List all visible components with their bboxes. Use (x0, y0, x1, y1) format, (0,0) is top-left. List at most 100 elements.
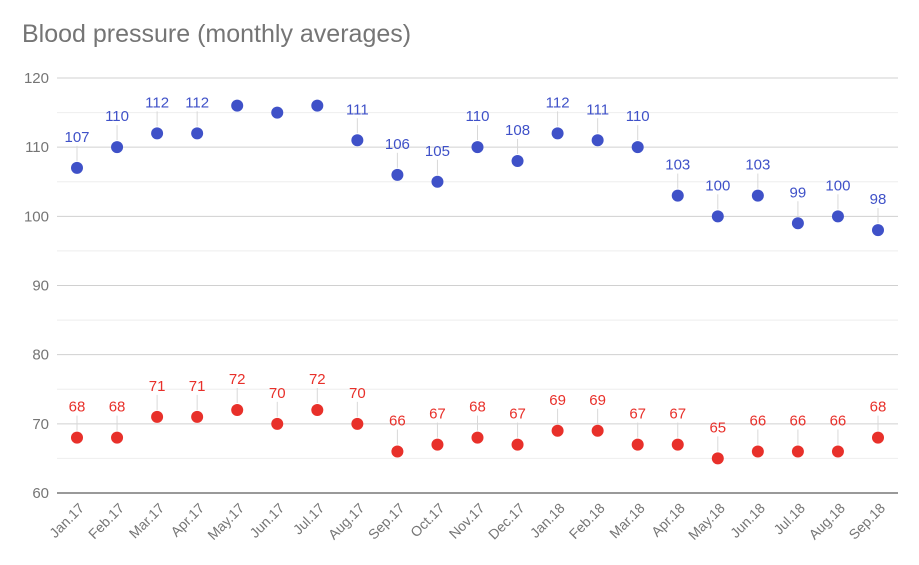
data-point (311, 99, 324, 112)
data-point (471, 141, 484, 154)
data-point (751, 445, 764, 458)
x-tick-label: Jul.18 (770, 500, 808, 538)
data-point (351, 134, 364, 147)
x-tick-label: Apr.18 (648, 500, 688, 540)
data-point (111, 431, 124, 444)
data-label: 67 (509, 406, 526, 423)
data-label: 67 (669, 406, 686, 423)
data-point (831, 445, 844, 458)
x-tick-label: Jan.17 (46, 500, 87, 541)
data-point (831, 210, 844, 223)
data-point (311, 404, 324, 416)
data-label: 68 (69, 399, 86, 416)
data-label: 68 (109, 399, 126, 416)
data-point (471, 431, 484, 444)
data-label: 66 (750, 413, 767, 430)
chart-title: Blood pressure (monthly averages) (22, 20, 412, 48)
data-label: 72 (309, 371, 326, 388)
data-label: 110 (466, 108, 490, 125)
data-point (71, 431, 83, 444)
data-label: 66 (389, 413, 406, 430)
data-label: 69 (589, 392, 606, 409)
data-label: 112 (145, 94, 169, 111)
data-label: 110 (626, 108, 650, 125)
x-tick-label: Nov.17 (446, 500, 488, 542)
data-point (271, 106, 284, 119)
y-tick-label: 110 (25, 139, 49, 156)
data-point (551, 424, 564, 437)
data-label: 68 (469, 399, 486, 416)
x-tick-label: Aug.18 (805, 500, 848, 543)
x-tick-label: Feb.17 (85, 500, 127, 542)
data-point (591, 134, 604, 147)
data-point (791, 217, 804, 230)
y-tick-label: 70 (32, 416, 49, 433)
data-point (71, 161, 83, 174)
data-label: 68 (870, 399, 887, 416)
data-point (711, 452, 724, 465)
x-tick-label: Dec.17 (485, 500, 528, 543)
data-label: 71 (149, 378, 166, 395)
data-label: 112 (546, 94, 570, 111)
data-point (151, 127, 164, 140)
data-point (431, 438, 444, 451)
data-point (631, 438, 644, 451)
data-label: 72 (229, 371, 246, 388)
data-label: 67 (429, 406, 446, 423)
data-label: 71 (189, 378, 206, 395)
data-label: 66 (830, 413, 847, 430)
x-tick-label: Mar.18 (606, 500, 648, 542)
data-label: 107 (64, 129, 89, 146)
data-point (191, 127, 204, 140)
data-label: 99 (790, 184, 807, 201)
data-point (151, 410, 164, 423)
x-tick-label: May.17 (204, 500, 247, 543)
x-tick-label: Sep.17 (365, 500, 408, 543)
data-point (791, 445, 804, 458)
x-tick-label: Sep.18 (845, 500, 888, 543)
data-point (231, 404, 244, 416)
data-label: 103 (745, 157, 770, 174)
data-label: 69 (549, 392, 566, 409)
x-tick-label: Jan.18 (527, 500, 568, 541)
data-point (391, 168, 404, 181)
x-tick-label: Feb.18 (566, 500, 608, 542)
data-point (751, 189, 764, 202)
data-point (111, 141, 124, 154)
data-point (391, 445, 404, 458)
data-point (271, 417, 284, 430)
x-tick-label: Mar.17 (126, 500, 168, 542)
y-tick-label: 80 (32, 347, 49, 364)
data-point (872, 224, 884, 237)
data-label: 106 (385, 136, 410, 153)
data-point (231, 99, 244, 112)
data-point (591, 424, 604, 437)
data-label: 66 (790, 413, 807, 430)
x-tick-label: May.18 (685, 500, 728, 543)
data-label: 100 (705, 177, 730, 194)
x-tick-label: Oct.17 (407, 500, 448, 541)
data-label: 100 (825, 177, 850, 194)
data-label: 67 (629, 406, 646, 423)
y-tick-label: 60 (32, 485, 49, 502)
data-label: 112 (185, 94, 209, 111)
data-point (191, 410, 204, 423)
data-label: 103 (665, 157, 690, 174)
data-label: 110 (105, 108, 129, 125)
data-label: 105 (425, 143, 450, 160)
data-point (551, 127, 564, 140)
data-point (671, 438, 684, 451)
data-point (511, 438, 524, 451)
data-label: 70 (269, 385, 286, 402)
data-label: 108 (505, 122, 530, 139)
data-point (511, 155, 524, 167)
x-tick-label: Apr.17 (167, 500, 207, 540)
y-tick-label: 100 (24, 208, 49, 225)
x-tick-label: Jun.17 (246, 500, 287, 541)
data-label: 98 (870, 191, 887, 208)
x-tick-label: Aug.17 (325, 500, 368, 543)
y-tick-label: 90 (32, 278, 49, 295)
data-label: 70 (349, 385, 366, 402)
